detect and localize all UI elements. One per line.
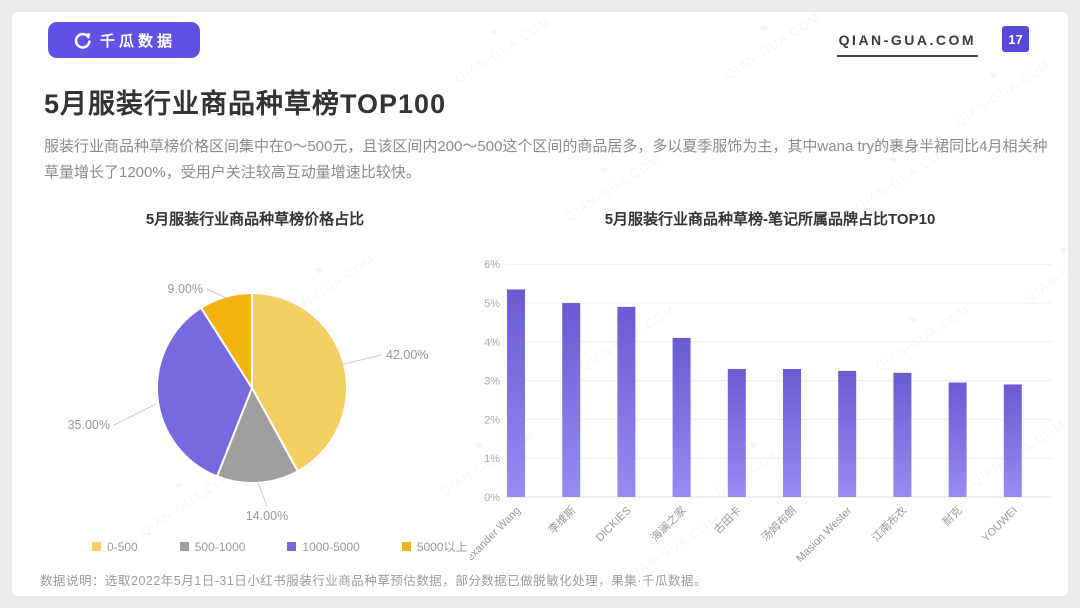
legend-label: 500-1000 [194,539,246,554]
pie-chart: 42.00% 14.00% 35.00% 9.00% [68,282,429,523]
legend-item-5000以上: 5000以上 [401,538,468,555]
logo-text: 千瓜数据 [99,32,176,50]
bar-耐克 [948,382,967,497]
x-axis-label: 古田卡 [711,504,744,537]
page-title: 5月服装行业商品种草榜TOP100 [44,89,447,119]
pie-slice-5000以上 [199,291,253,392]
report-description: 服装行业商品种草榜价格区间集中在0～500元，且该区间内200～500这个区间的… [44,138,1048,182]
pie-legend: 0-500 500-1000 1000-5000 5000以上 [92,538,468,555]
y-axis-tick: 0% [484,492,500,504]
y-axis-tick: 3% [484,376,500,388]
watermark: ◔QIAN-GUA.COM [452,13,553,87]
x-axis-label: Masion Wester [794,504,854,564]
bar-江南布衣 [893,372,912,497]
watermark: ◔QIAN-GUA.COM [722,12,823,83]
legend-item-1000-5000: 1000-5000 [287,539,360,554]
pie-chart-title: 5月服装行业商品种草榜价格占比 [145,211,365,228]
pie-value-label: 14.00% [246,509,288,523]
data-source-note: 数据说明：选取2022年5月1日-31日小红书服装行业商品种草预估数据，部分数据… [40,574,707,588]
legend-swatch [287,542,297,551]
bar-李维斯 [562,303,581,497]
x-axis-label: YOUWEI [980,505,1020,545]
y-axis-tick: 6% [484,259,500,271]
pie-value-label: 42.00% [386,348,428,362]
bar-chart-title: 5月服装行业商品种草榜-笔记所属品牌占比TOP10 [604,211,936,228]
y-axis-tick: 5% [484,298,500,310]
pie-label-line [339,354,382,366]
x-axis-label: DICKIES [594,505,634,545]
legend-swatch [401,542,411,551]
pie-value-label: 9.00% [168,282,203,296]
bar-Alexander Wang [507,289,525,497]
bar-DICKIES [617,306,636,497]
pie-label-line [206,288,227,299]
bar-Masion Wester [838,370,857,497]
y-axis-tick: 2% [484,414,500,426]
bar-chart-section: 5月服装行业商品种草榜-笔记所属品牌占比TOP10 0% 1% 2% 3% 4% 5% 6%… [470,200,1068,575]
pie-label-line [113,403,157,426]
pie-label-line [257,482,268,507]
bar-YOUWEI [1003,384,1022,497]
legend-label: 1000-5000 [302,539,360,554]
legend-label: 0-500 [107,539,138,554]
legend-swatch [92,542,101,551]
x-axis-label: 李维斯 [545,503,578,536]
legend-label: 5000以上 [416,540,468,554]
qiangua-logo: 千瓜数据 [48,22,200,58]
pie-value-label: 35.00% [68,418,110,432]
legend-item-500-1000: 500-1000 [179,539,246,554]
x-axis-label: 江南布衣 [869,503,910,544]
bar-汤姆布朗 [783,368,801,497]
x-axis-label: Alexander Wang [470,505,523,571]
bar-海澜之家 [672,337,691,497]
bar-chart: 0% 1% 2% 3% 4% 5% 6% Alexander Wang 李维斯 DICKIES 海澜… [470,259,1052,571]
x-axis-label: 汤姆布朗 [758,503,799,544]
pie-slice-1000-5000 [156,306,254,478]
legend-item-0-500: 0-500 [92,540,138,554]
report-card: ◔ QIAN-GUA.COM ◔ QIAN-GUA.COM ◔ QIAN-GUA.COM ◔… [12,12,1068,596]
x-axis-label: 海澜之家 [648,503,689,544]
site-link[interactable]: QIAN-GUA.COM [836,32,978,57]
pie-chart-section: 5月服装行业商品种草榜价格占比 42.00% 14.00% 35.00% 9.00% … [40,200,470,575]
legend-swatch [179,542,189,551]
bar-古田卡 [727,368,746,497]
page-number-badge: 17 [1002,26,1029,52]
y-axis-tick: 4% [484,337,500,349]
x-axis-label: 耐克 [940,504,965,529]
pie-slice-500-1000 [215,385,300,484]
y-axis-tick: 1% [484,453,500,465]
logo-swirl-icon [74,32,91,49]
